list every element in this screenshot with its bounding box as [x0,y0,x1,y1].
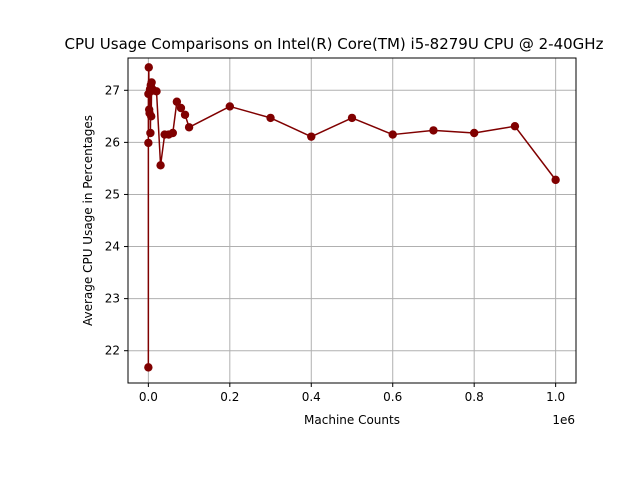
chart-title: CPU Usage Comparisons on Intel(R) Core(T… [65,35,604,53]
data-point [469,128,479,138]
data-point [147,112,156,121]
data-point [156,161,165,170]
x-tick-label: 0.2 [220,390,239,404]
y-tick-label: 27 [105,83,120,97]
data-point [225,102,235,111]
y-tick-label: 26 [105,135,120,149]
plot-area-frame [127,57,577,384]
series-line [147,66,557,368]
data-point [152,87,161,96]
data-point [144,138,153,148]
data-point [184,123,194,132]
x-tick-label: 0.4 [302,390,321,404]
data-point [146,128,155,138]
data-point [266,113,275,123]
x-tick-label: 0.6 [383,390,402,404]
data-point [347,113,357,123]
axis-ticks: 0.0 0.2 0.4 0.6 0.8 1.0 22 23 24 25 26 27 [105,83,565,404]
grid [128,58,576,383]
data-point [172,97,182,106]
data-point [176,103,186,113]
data-point [147,78,156,87]
x-tick-label: 0.8 [465,390,484,404]
data-point [144,363,153,372]
series-layer [144,63,560,372]
x-tick-label: 0.0 [139,390,158,404]
data-point [144,63,153,72]
y-tick-label: 24 [105,240,120,254]
data-point [307,132,316,141]
data-point [388,130,397,139]
y-tick-label: 22 [105,344,120,358]
y-tick-label: 23 [105,292,120,306]
y-axis-label: Average CPU Usage in Percentages [81,115,95,326]
x-axis-label: Machine Counts [304,413,400,427]
x-axis-offset-label: 1e6 [552,413,575,427]
data-point [510,122,520,131]
x-tick-label: 1.0 [546,390,565,404]
data-point [168,128,177,138]
data-point [429,126,438,135]
data-point [551,175,560,185]
y-tick-label: 25 [105,187,120,201]
data-point [180,110,190,119]
